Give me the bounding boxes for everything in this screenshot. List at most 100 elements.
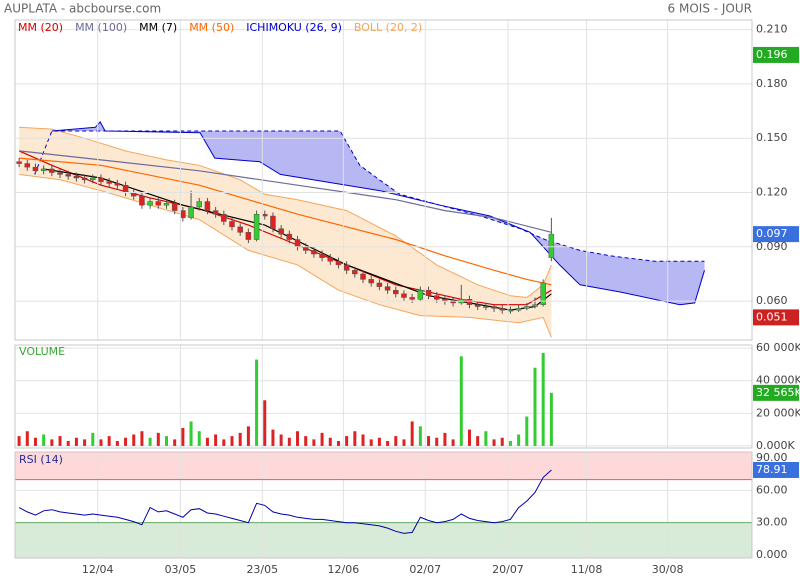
volume-bar: [492, 439, 496, 446]
volume-bar: [418, 426, 422, 446]
x-tick-label: 11/08: [571, 563, 603, 576]
x-tick-label: 12/04: [82, 563, 114, 576]
candle-body: [171, 203, 178, 211]
candle-body: [491, 306, 497, 309]
candle-body: [262, 213, 268, 217]
volume-bar: [255, 359, 259, 446]
candle-body: [286, 233, 293, 240]
axes: 0.060 0.090 0.120 0.150 0.180 0.210 0.000K 20 0…: [14, 19, 800, 576]
volume-bar: [336, 441, 340, 446]
candle-body: [270, 215, 276, 229]
x-tick-label: 30/08: [652, 563, 684, 576]
candle-body: [90, 177, 96, 181]
volume-bar: [50, 439, 54, 446]
volume-bar: [263, 400, 267, 446]
y-tick-label: 0.000: [756, 548, 788, 561]
volume-bar: [435, 437, 439, 446]
candle-body: [409, 297, 415, 300]
volume-bar: [66, 441, 70, 446]
volume-bar: [410, 421, 414, 446]
value-badge: [753, 226, 799, 243]
candle-body: [515, 308, 522, 311]
volume-bar: [451, 439, 455, 446]
chart-title: AUPLATA - abcbourse.com: [4, 2, 161, 16]
panel-border: [14, 19, 753, 341]
y-tick-label: 30.00: [756, 516, 788, 529]
volume-bar: [394, 436, 398, 446]
volume-bar: [279, 434, 283, 446]
candle-body: [532, 304, 538, 307]
volume-bar: [345, 436, 349, 446]
volume-bar: [369, 439, 373, 446]
candle-body: [196, 201, 202, 208]
candle-body: [384, 286, 391, 291]
candle-body: [343, 264, 350, 271]
oversold-zone: [15, 522, 752, 558]
value-badge: [753, 46, 799, 63]
candle-body: [245, 232, 252, 240]
volume-bar: [328, 437, 332, 446]
volume-bar: [173, 439, 177, 446]
y-tick-label: 90.00: [756, 451, 788, 464]
volume-bar: [484, 431, 488, 446]
volume-bar: [42, 434, 46, 446]
candle-body: [106, 181, 112, 184]
panel-border: [14, 451, 753, 559]
candle-body: [335, 261, 342, 266]
candle-body: [352, 270, 358, 275]
volume-bar: [197, 431, 201, 446]
badge-label: 32 565K: [756, 386, 800, 399]
candle-body: [139, 195, 145, 206]
x-tick-label: 02/07: [409, 563, 441, 576]
candle-body: [130, 192, 137, 197]
candle-body: [483, 306, 489, 308]
volume-bar: [181, 427, 185, 446]
value-badge: [753, 384, 799, 401]
volume-bar: [140, 431, 144, 446]
volume-bar: [148, 437, 152, 446]
candle-body: [376, 282, 383, 287]
badge-label: 0.196: [756, 48, 788, 61]
volume-bar: [353, 431, 357, 446]
overbought-zone: [15, 452, 752, 480]
y-tick-label: 0.150: [756, 131, 788, 144]
candle-body: [237, 226, 243, 233]
legend-entry: MM (7): [139, 21, 177, 34]
volume-bar: [500, 437, 504, 446]
price-panel: [16, 121, 705, 338]
legend-entry: MM (50): [189, 21, 234, 34]
volume-bar: [107, 436, 111, 446]
volume-bar: [91, 432, 95, 446]
candle-body: [294, 239, 301, 248]
volume-bar: [304, 436, 308, 446]
volume-bar: [287, 437, 291, 446]
candle-body: [417, 289, 424, 300]
candle-body: [221, 213, 227, 222]
candle-body: [49, 168, 55, 173]
volume-bar: [124, 437, 128, 446]
volume-bar: [377, 437, 381, 446]
panel-title: RSI (14): [19, 453, 63, 466]
candle-body: [81, 177, 88, 181]
candle-body: [122, 184, 129, 193]
panel-border: [14, 344, 753, 449]
candle-body: [24, 163, 31, 168]
volume-bar: [525, 416, 529, 446]
volume-bar: [74, 437, 78, 446]
volume-bar: [361, 434, 365, 446]
legend-entry: BOLL (20, 2): [354, 21, 422, 34]
candle-body: [180, 210, 186, 219]
volume-bar: [230, 436, 234, 446]
volume-bar: [156, 432, 160, 446]
volume-bar: [83, 439, 87, 446]
volume-bar: [164, 436, 168, 446]
candle-body: [524, 306, 530, 309]
candle-body: [278, 228, 284, 235]
candle-body: [433, 295, 440, 300]
volume-bar: [99, 439, 103, 446]
candle-body: [32, 166, 39, 172]
y-tick-label: 20 000K: [756, 406, 800, 419]
panel-title: VOLUME: [19, 345, 65, 358]
candle-body: [98, 177, 104, 182]
